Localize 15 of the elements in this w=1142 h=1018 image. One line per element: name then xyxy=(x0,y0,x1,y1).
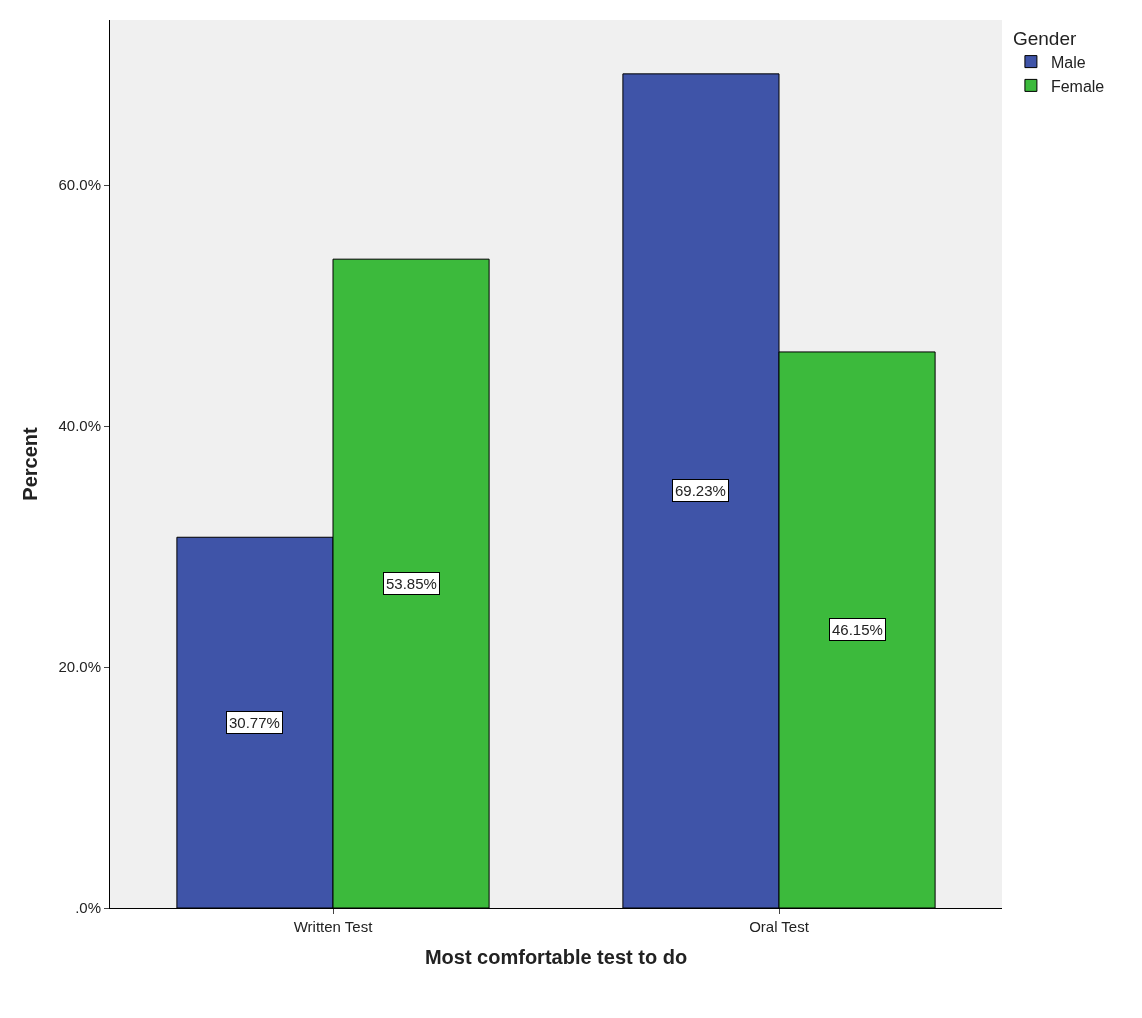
x-axis-title: Most comfortable test to do xyxy=(424,945,688,968)
y-tick-label: .0% xyxy=(75,899,101,917)
x-tick-label: Written Test xyxy=(293,918,374,935)
data-label: 69.23% xyxy=(675,482,726,499)
y-axis-title: Percent xyxy=(18,426,41,501)
data-label: 30.77% xyxy=(229,714,280,731)
y-tick-label: 60.0% xyxy=(58,176,101,194)
legend-label: Male xyxy=(1050,53,1086,71)
y-tick-label: 40.0% xyxy=(58,417,101,435)
legend-title: Gender xyxy=(1012,27,1077,49)
data-label: 53.85% xyxy=(386,575,437,592)
x-tick-label: Oral Test xyxy=(749,918,810,935)
legend-label: Female xyxy=(1050,77,1105,95)
data-label: 46.15% xyxy=(832,621,883,638)
y-tick-label: 20.0% xyxy=(58,658,101,676)
